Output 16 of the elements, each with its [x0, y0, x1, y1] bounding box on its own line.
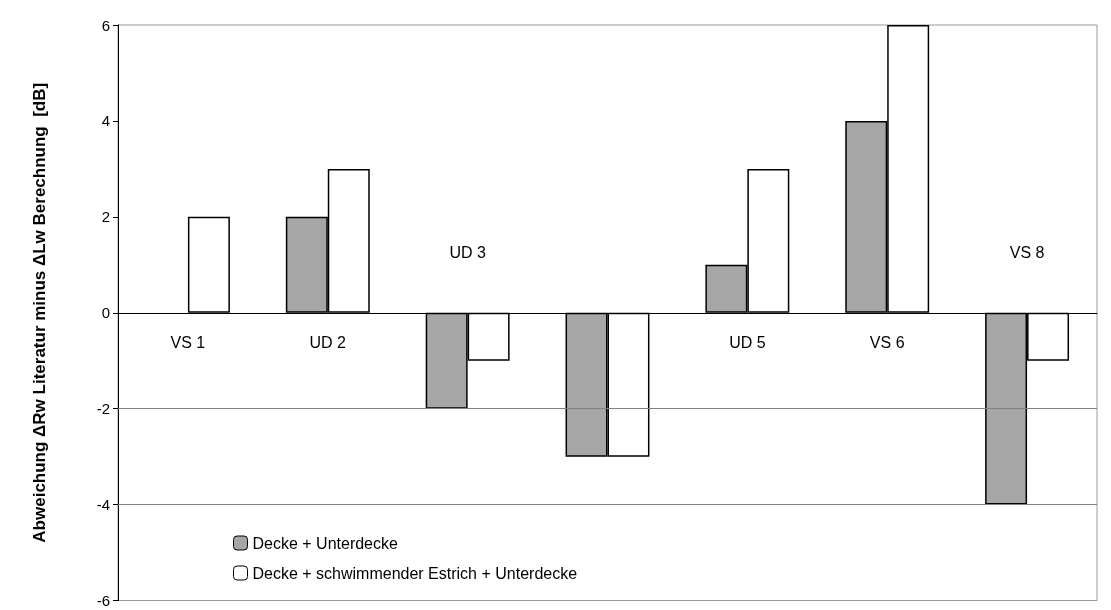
- y-axis-title: Abweichung ΔRw Literatur minus ΔLw Berechnung [dB]: [30, 82, 49, 543]
- y-tick-label: 2: [101, 208, 110, 226]
- y-tick-label: -4: [96, 496, 110, 514]
- x-tick-label: VS 8: [1009, 243, 1045, 261]
- x-tick-label: UD 3: [449, 243, 486, 261]
- y-tick-label: 0: [101, 304, 110, 322]
- x-tick-label: VS 6: [869, 333, 905, 351]
- y-tick-label: -2: [96, 400, 110, 418]
- y-tick-label: -6: [96, 592, 110, 609]
- y-tick-label: 4: [101, 112, 110, 130]
- legend-label: Decke + schwimmender Estrich + Unterdecke: [252, 564, 578, 582]
- x-tick-label: VS 1: [170, 333, 206, 351]
- y-tick-label: 6: [101, 16, 110, 34]
- legend-label: Decke + Unterdecke: [252, 534, 399, 552]
- x-tick-label: UD 5: [729, 333, 766, 351]
- x-tick-label: UD 2: [309, 333, 347, 351]
